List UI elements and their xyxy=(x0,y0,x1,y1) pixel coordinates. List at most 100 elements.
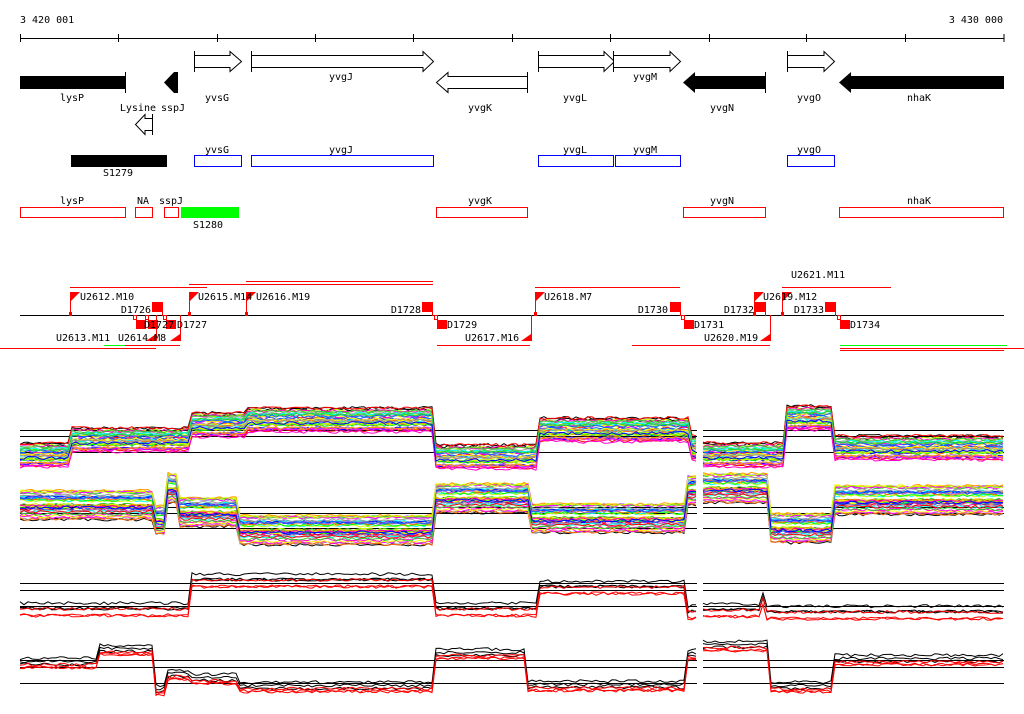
expression-profile-line xyxy=(702,602,1004,621)
expression-profile-line xyxy=(702,596,1004,614)
expression-profile-line xyxy=(19,408,697,450)
expression-profile-line xyxy=(19,416,697,458)
feature-label-D1732: D1732 xyxy=(724,305,754,316)
expression-panel-1 xyxy=(19,404,1004,471)
blue-box-yvgM[interactable] xyxy=(615,155,681,167)
blue-label-yvsG: yvsG xyxy=(205,145,229,156)
expression-profile-line xyxy=(19,429,697,471)
block-S1279[interactable] xyxy=(71,155,167,167)
blue-box-yvgO[interactable] xyxy=(787,155,835,167)
feature-connector xyxy=(434,315,438,320)
flag-base xyxy=(753,312,756,316)
flag-icon xyxy=(170,334,180,341)
expression-profile-line xyxy=(19,426,696,468)
red-label-sspJ: sspJ xyxy=(159,196,183,207)
blue-box-yvgJ[interactable] xyxy=(251,155,434,167)
expression-profile-line xyxy=(19,489,697,534)
blue-box-yvsG[interactable] xyxy=(194,155,242,167)
feature-label-D1733: D1733 xyxy=(794,305,824,316)
feature-block xyxy=(422,302,432,312)
red-box-nhaK[interactable] xyxy=(839,207,1004,218)
flag-base xyxy=(534,312,537,316)
feature-connector xyxy=(837,315,841,320)
expression-profile-line xyxy=(19,412,697,454)
flag-base xyxy=(781,312,784,316)
ruler-end-label: 3 430 000 xyxy=(949,15,1003,26)
feature-label-D1734: D1734 xyxy=(850,320,880,331)
gene-arrow-yvgL[interactable] xyxy=(538,50,616,73)
red-box-NA[interactable] xyxy=(135,207,153,218)
red-box-yvgK[interactable] xyxy=(436,207,528,218)
gene-arrow-yvgK[interactable] xyxy=(435,71,528,94)
expression-profile-line xyxy=(702,488,1004,533)
expression-profile-line xyxy=(19,497,697,543)
feature-connector xyxy=(163,315,167,320)
red-label-nhaK: nhaK xyxy=(907,196,931,207)
feature-block xyxy=(166,320,176,329)
expression-panels xyxy=(19,404,1004,697)
green-block-S1280[interactable] xyxy=(181,207,239,218)
red-box-lysP[interactable] xyxy=(20,207,126,218)
gene-arrow-nhaK[interactable] xyxy=(839,72,1004,93)
feature-block xyxy=(684,320,694,329)
feature-label-U2619: U2619.M12 xyxy=(763,292,817,303)
expression-profile-line xyxy=(702,491,1004,536)
expression-profile-line xyxy=(702,481,1004,526)
expression-profile-line xyxy=(19,649,697,694)
gene-arrow-sspJ[interactable] xyxy=(164,72,178,93)
expression-profile-line xyxy=(702,424,1004,465)
feature-block xyxy=(148,320,158,329)
expression-profile-line xyxy=(19,420,697,463)
feature-track xyxy=(0,281,1024,351)
feature-connector xyxy=(681,315,685,320)
expression-profile-line xyxy=(702,499,1004,544)
flag-icon xyxy=(146,334,156,341)
gene-arrow-lysine[interactable] xyxy=(134,113,153,136)
blue-box-yvgL[interactable] xyxy=(538,155,614,167)
gene-arrow-yvgJ[interactable] xyxy=(251,50,435,73)
expression-panel-4 xyxy=(19,639,1004,697)
feature-block xyxy=(755,302,765,312)
feature-label-U2614: U2614.M8 xyxy=(118,333,166,344)
expression-profile-line xyxy=(19,501,697,546)
feature-block xyxy=(670,302,680,312)
feature-block xyxy=(152,302,162,312)
expression-profile-line xyxy=(702,481,1004,525)
expression-profile-line xyxy=(702,478,1004,523)
gene-arrow-yvsG[interactable] xyxy=(194,50,243,73)
expression-profile-line xyxy=(19,475,697,523)
expression-profile-line xyxy=(702,424,1004,466)
gene-arrow-yvgM[interactable] xyxy=(613,50,682,73)
expression-profile-line xyxy=(19,426,697,468)
feature-label-D1731: D1731 xyxy=(694,320,724,331)
flag-base xyxy=(245,312,248,316)
feature-block xyxy=(840,320,850,329)
gene-block-lysP[interactable] xyxy=(20,76,125,89)
expression-profile-line xyxy=(19,492,697,539)
expression-profile-line xyxy=(702,648,1004,694)
gene-arrow-yvgN[interactable] xyxy=(683,72,765,93)
coordinate-ruler xyxy=(20,34,1005,42)
red-box-sspJ[interactable] xyxy=(164,207,179,218)
flag-icon xyxy=(189,292,199,302)
red-box-yvgN[interactable] xyxy=(683,207,766,218)
gene-label-sspJ: sspJ xyxy=(161,103,185,114)
gene-label-yvsG: yvsG xyxy=(205,93,229,104)
gene-arrow-yvgO[interactable] xyxy=(787,50,836,73)
gene-label-yvgL: yvgL xyxy=(563,93,587,104)
blue-label-yvgL: yvgL xyxy=(563,145,587,156)
expression-profile-line xyxy=(19,490,697,536)
expression-profile-line xyxy=(19,649,697,694)
gene-label-yvgN: yvgN xyxy=(710,103,734,114)
expression-profile-line xyxy=(19,406,697,447)
expression-profile-line xyxy=(702,419,1004,460)
expression-profile-line xyxy=(702,591,1004,609)
red-label-yvgN: yvgN xyxy=(710,196,734,207)
flag-icon xyxy=(70,292,80,302)
expression-panel-3 xyxy=(19,572,1004,621)
blue-label-yvgJ: yvgJ xyxy=(329,145,353,156)
flag-icon xyxy=(760,334,770,341)
label-S1279: S1279 xyxy=(103,168,133,179)
